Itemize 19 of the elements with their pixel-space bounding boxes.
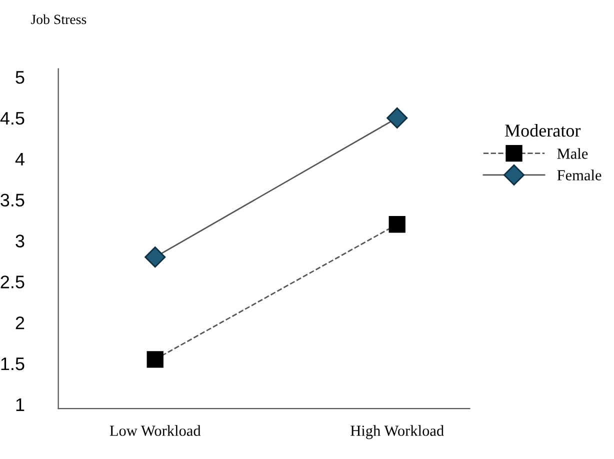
y-tick-label: 1.5 — [1, 358, 24, 370]
y-tick-label: 1 — [16, 398, 24, 411]
point — [388, 216, 406, 233]
y-tick-label: 4 — [15, 153, 24, 166]
legend-label: Male — [557, 148, 588, 159]
y-axis-title: Job Stress — [30, 14, 86, 24]
point — [386, 107, 408, 128]
y-tick-label: 2 — [16, 316, 24, 330]
point — [144, 246, 166, 268]
y-tick-label: 3.5 — [0, 194, 24, 207]
x-tick-label: Low Workload — [110, 425, 201, 436]
legend-label: Female — [557, 170, 602, 180]
y-tick-label: 5 — [16, 71, 24, 84]
legend-title: Moderator — [505, 124, 581, 137]
y-tick-label: 4.5 — [0, 112, 24, 125]
y-tick-label: 2.5 — [0, 276, 24, 288]
x-tick-label: High Workload — [350, 425, 444, 440]
point — [146, 351, 164, 368]
y-tick-label: 3 — [16, 234, 24, 248]
